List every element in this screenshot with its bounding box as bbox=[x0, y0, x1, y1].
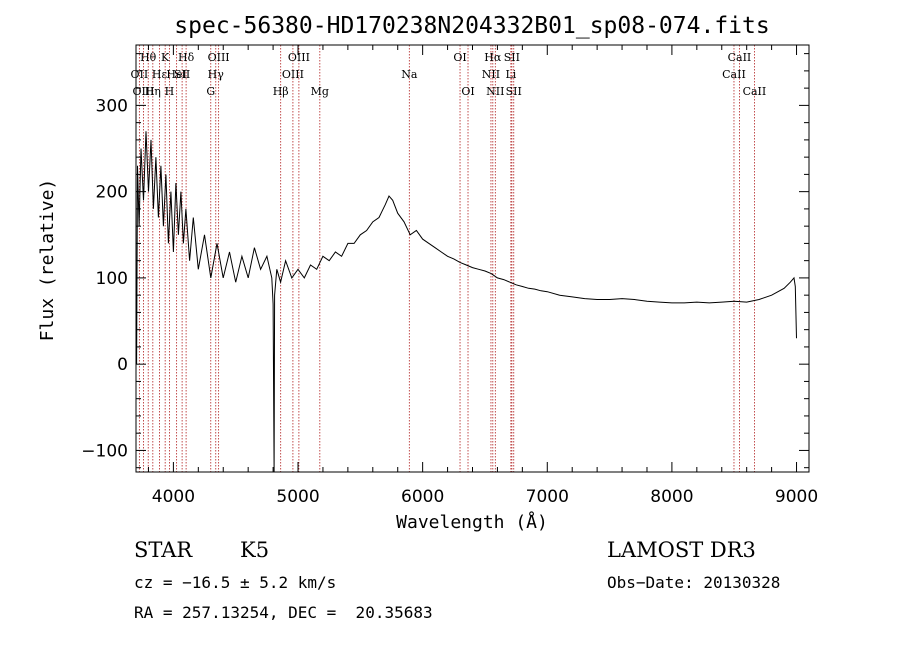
spectral-line-label: OI bbox=[453, 51, 466, 64]
y-tick-label: 100 bbox=[96, 269, 128, 289]
x-tick-label: 9000 bbox=[775, 487, 818, 507]
spectral-line-label: NII bbox=[482, 68, 500, 81]
spectral-line-label: CaII bbox=[728, 51, 752, 64]
spectral-line-label: Hα bbox=[484, 51, 502, 64]
spectral-line-label: Hγ bbox=[208, 68, 225, 81]
spectral-line-markers bbox=[138, 45, 755, 472]
spectral-line-label: H bbox=[165, 85, 175, 98]
spectral-line-label: OII bbox=[131, 68, 149, 81]
spectral-line-label: Hδ bbox=[178, 51, 195, 64]
object-subclass: K5 bbox=[240, 538, 270, 562]
spectral-line-label: OIII bbox=[208, 51, 230, 64]
plot-frame bbox=[135, 44, 810, 473]
spectral-line-label: G bbox=[206, 85, 215, 98]
spectral-line-label: Hθ bbox=[140, 51, 157, 64]
spectral-line-label: Hβ bbox=[273, 85, 289, 98]
x-tick-label: 7000 bbox=[526, 487, 569, 507]
y-axis-label: Flux (relative) bbox=[37, 179, 58, 342]
spectral-line-label: NII bbox=[486, 85, 504, 98]
x-axis-label: Wavelength (Å) bbox=[396, 511, 548, 533]
spectral-line-label: Mg bbox=[311, 85, 329, 98]
spectral-line-label: Hη bbox=[145, 85, 161, 98]
spectral-line-label: OIII bbox=[282, 68, 304, 81]
spectral-line-label: SII bbox=[504, 51, 520, 64]
x-tick-label: 5000 bbox=[276, 487, 319, 507]
spectral-line-label: HeI bbox=[166, 68, 186, 81]
spectral-line-label: OIII bbox=[288, 51, 310, 64]
survey-name: LAMOST DR3 bbox=[607, 538, 756, 562]
coordinates: RA = 257.13254, DEC = 20.35683 bbox=[134, 603, 433, 622]
y-tick-label: −100 bbox=[81, 441, 128, 461]
x-tick-label: 4000 bbox=[152, 487, 195, 507]
spectral-line-label: OI bbox=[461, 85, 474, 98]
observation-date: Obs−Date: 20130328 bbox=[607, 573, 781, 592]
y-tick-label: 300 bbox=[96, 96, 128, 116]
y-tick-label: 0 bbox=[117, 355, 128, 375]
spectral-line-label: K bbox=[161, 51, 170, 64]
x-tick-label: 6000 bbox=[401, 487, 444, 507]
spectral-line-label: Li bbox=[505, 68, 516, 81]
spectral-line-label: Na bbox=[401, 68, 418, 81]
chart-title: spec-56380-HD170238N204332B01_sp08-074.f… bbox=[174, 13, 769, 39]
spectral-line-label: SII bbox=[174, 68, 190, 81]
spectrum-series-line bbox=[135, 131, 797, 473]
spectral-line-label: CaII bbox=[722, 68, 746, 81]
spectral-line-label: CaII bbox=[743, 85, 767, 98]
spectral-line-label: Hε bbox=[152, 68, 168, 81]
redshift-velocity: cz = −16.5 ± 5.2 km/s bbox=[134, 573, 337, 592]
x-axis-ticks: 4000 5000 6000 7000 8000 9000 bbox=[147, 45, 818, 507]
x-tick-label: 8000 bbox=[650, 487, 693, 507]
object-class: STAR bbox=[134, 538, 193, 562]
y-tick-label: 200 bbox=[96, 183, 128, 203]
y-axis-ticks: −100 0 100 200 300 bbox=[81, 53, 809, 469]
spectral-line-label: SII bbox=[506, 85, 522, 98]
